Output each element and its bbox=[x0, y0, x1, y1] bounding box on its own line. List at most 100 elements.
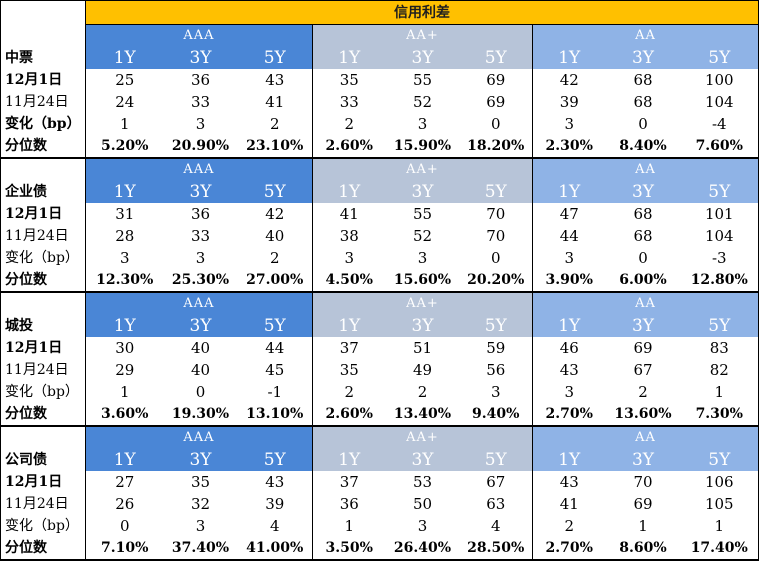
value-cell: 28.50% bbox=[459, 537, 533, 561]
row-label: 12月1日 bbox=[0, 203, 86, 225]
value-cell: 37 bbox=[312, 337, 386, 359]
value-cell: 68 bbox=[633, 205, 653, 223]
value-cell: 42 bbox=[532, 69, 606, 91]
section-name: 中票 bbox=[0, 47, 86, 69]
tenor-header-row: 中票 1Y 3Y 5Y 1Y 3Y 5Y 1Y 3Y 5Y bbox=[0, 47, 760, 69]
value-cell: 2 bbox=[312, 113, 386, 135]
rating-group-header: AA bbox=[531, 158, 760, 181]
tenor-header-row: 公司债 1Y 3Y 5Y 1Y 3Y 5Y 1Y 3Y 5Y bbox=[0, 449, 760, 471]
value-cell: 1 bbox=[680, 381, 760, 403]
value-cell: -4 bbox=[680, 113, 760, 135]
value-cell: 2.70% bbox=[532, 403, 606, 427]
value-cell: 15.60% bbox=[385, 269, 460, 293]
tenor-header: 5Y bbox=[459, 315, 533, 337]
value-cell: 1 bbox=[85, 381, 164, 403]
value-cell: 39 bbox=[265, 495, 285, 513]
section-label-spacer bbox=[0, 24, 86, 47]
value-cell: 8.40% bbox=[605, 135, 681, 159]
value-cell: 31 bbox=[85, 203, 164, 225]
value-cell: 13.40% bbox=[385, 403, 460, 427]
tenor-header: 5Y bbox=[459, 449, 533, 471]
value-cell: 3 bbox=[195, 517, 206, 535]
value-cell: 18.20% bbox=[459, 135, 533, 159]
value-cell: 3 bbox=[532, 113, 606, 135]
group-header-row: AAA AA+ AA bbox=[0, 292, 760, 315]
tenor-header: 1Y bbox=[532, 449, 606, 471]
value-cell: 105 bbox=[680, 493, 760, 515]
value-cell: 47 bbox=[532, 203, 606, 225]
rating-group-header: AA bbox=[531, 24, 760, 47]
data-row: 11月24日 28 33 40 38 52 70 44 68 104 bbox=[0, 225, 760, 247]
value-cell: 2.30% bbox=[532, 135, 606, 159]
value-cell: 3 bbox=[195, 249, 206, 267]
value-cell: 42 bbox=[265, 205, 285, 223]
value-cell: 3 bbox=[417, 115, 428, 133]
section-label-spacer bbox=[0, 426, 86, 449]
value-cell: 0 bbox=[85, 515, 164, 537]
row-label: 12月1日 bbox=[0, 69, 86, 91]
value-cell: 70 bbox=[486, 205, 506, 223]
value-cell: 5.20% bbox=[85, 135, 164, 159]
rating-group-header: AA bbox=[531, 426, 760, 449]
value-cell: 25 bbox=[85, 69, 164, 91]
value-cell: 2 bbox=[312, 381, 386, 403]
value-cell: 3.50% bbox=[312, 537, 386, 561]
data-row: 变化（bp） 3 3 2 3 3 0 3 0 -3 bbox=[0, 247, 760, 269]
value-cell: 38 bbox=[312, 225, 386, 247]
value-cell: 1 bbox=[638, 517, 648, 535]
tenor-header: 3Y bbox=[605, 47, 681, 69]
value-cell: 83 bbox=[680, 337, 760, 359]
value-cell: 20.20% bbox=[459, 269, 533, 293]
tenor-header: 1Y bbox=[532, 315, 606, 337]
value-cell: 41 bbox=[265, 93, 285, 111]
value-cell: 0 bbox=[638, 115, 648, 133]
value-cell: 3.60% bbox=[85, 403, 164, 427]
value-cell: 26.40% bbox=[385, 537, 460, 561]
value-cell: 3 bbox=[532, 381, 606, 403]
value-cell: 25.30% bbox=[163, 269, 238, 293]
value-cell: 3 bbox=[417, 517, 428, 535]
tenor-header: 1Y bbox=[312, 181, 386, 203]
tenor-header: 5Y bbox=[459, 47, 533, 69]
value-cell: 82 bbox=[680, 359, 760, 381]
value-cell: 13.60% bbox=[605, 403, 681, 427]
value-cell: 68 bbox=[633, 227, 653, 245]
tenor-header: 3Y bbox=[605, 315, 681, 337]
value-cell: 20.90% bbox=[163, 135, 238, 159]
value-cell: 100 bbox=[680, 69, 760, 91]
value-cell: 33 bbox=[190, 93, 211, 111]
value-cell: 50 bbox=[412, 495, 433, 513]
tenor-header: 5Y bbox=[680, 315, 760, 337]
tenor-header: 3Y bbox=[385, 181, 460, 203]
tenor-header: 1Y bbox=[312, 47, 386, 69]
group-header-row: AAA AA+ AA bbox=[0, 24, 760, 47]
value-cell: 43 bbox=[265, 473, 285, 491]
value-cell: 1 bbox=[85, 113, 164, 135]
value-cell: 33 bbox=[190, 227, 211, 245]
row-label: 变化（bp） bbox=[0, 113, 86, 135]
tenor-header: 5Y bbox=[680, 449, 760, 471]
value-cell: 56 bbox=[486, 361, 506, 379]
rating-group-header: AAA bbox=[85, 426, 313, 449]
value-cell: 3.90% bbox=[532, 269, 606, 293]
value-cell: 26 bbox=[85, 493, 164, 515]
value-cell: 106 bbox=[680, 471, 760, 493]
value-cell: 2 bbox=[417, 383, 428, 401]
tenor-header: 3Y bbox=[163, 315, 238, 337]
rating-group-header: AA+ bbox=[312, 292, 533, 315]
row-label: 12月1日 bbox=[0, 337, 86, 359]
value-cell: 52 bbox=[412, 93, 433, 111]
tenor-header: 1Y bbox=[532, 181, 606, 203]
value-cell: 67 bbox=[633, 361, 653, 379]
row-label: 12月1日 bbox=[0, 471, 86, 493]
group-header-row: AAA AA+ AA bbox=[0, 158, 760, 181]
row-label: 变化（bp） bbox=[0, 247, 86, 269]
value-cell: 70 bbox=[486, 227, 506, 245]
value-cell: 55 bbox=[412, 71, 433, 89]
tenor-header: 3Y bbox=[605, 181, 681, 203]
value-cell: 2 bbox=[269, 115, 280, 133]
group-header-row: AAA AA+ AA bbox=[0, 426, 760, 449]
tenor-header: 1Y bbox=[312, 449, 386, 471]
value-cell: 36 bbox=[312, 493, 386, 515]
